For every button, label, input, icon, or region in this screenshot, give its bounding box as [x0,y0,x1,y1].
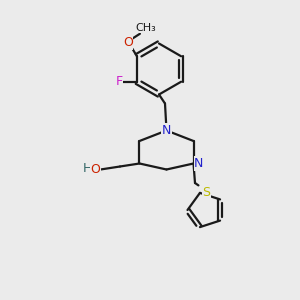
Text: O: O [123,36,133,49]
Text: N: N [162,124,171,137]
Text: CH₃: CH₃ [136,23,156,33]
Text: N: N [194,157,204,170]
Text: F: F [116,75,122,88]
Text: H: H [83,162,93,176]
Text: O: O [90,163,100,176]
Text: S: S [202,186,211,200]
